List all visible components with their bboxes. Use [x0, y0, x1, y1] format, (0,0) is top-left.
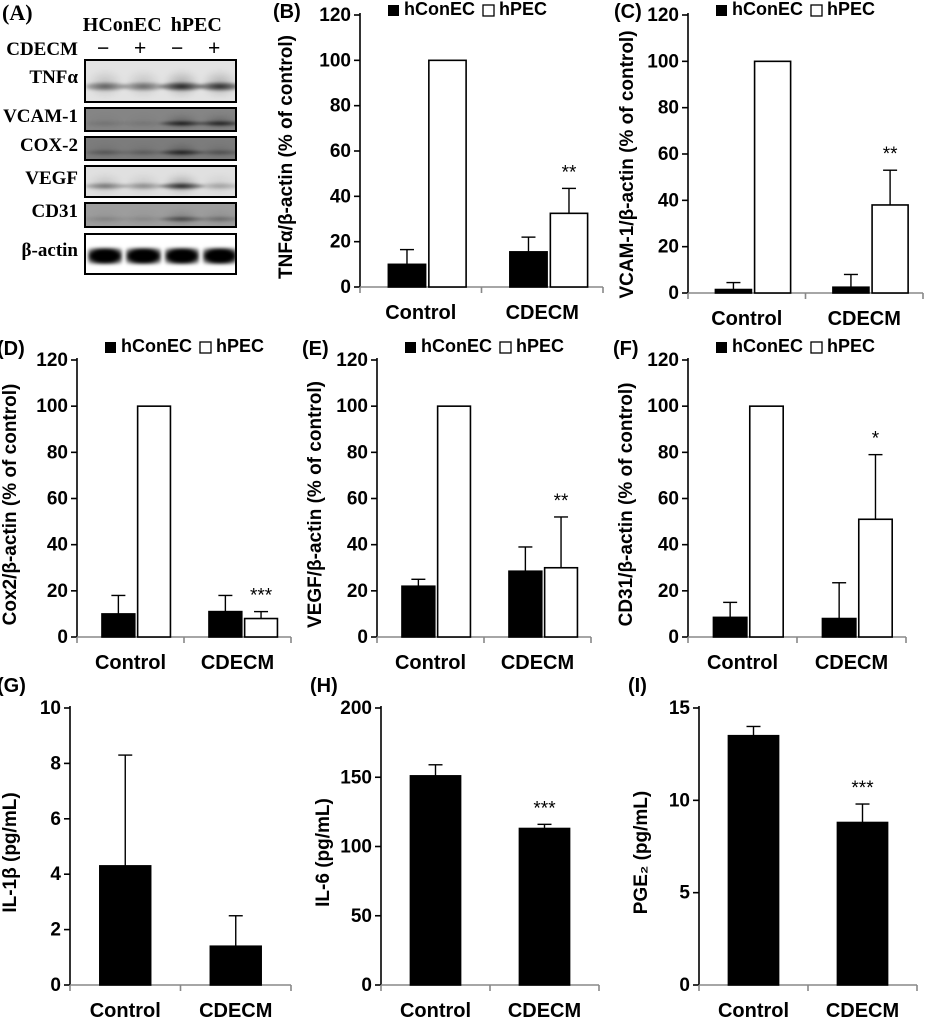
svg-text:120: 120	[319, 5, 351, 26]
svg-text:6: 6	[50, 809, 61, 830]
svg-text:Control: Control	[95, 652, 166, 674]
svg-text:hConEC: hConEC	[421, 336, 492, 356]
svg-text:CDECM: CDECM	[508, 1000, 581, 1022]
svg-text:**: **	[562, 162, 577, 183]
svg-text:120: 120	[647, 5, 679, 26]
svg-text:0: 0	[668, 283, 679, 304]
svg-text:Control: Control	[90, 1000, 161, 1022]
svg-text:200: 200	[340, 698, 372, 719]
svg-text:40: 40	[658, 535, 679, 556]
svg-text:Cox2/β-actin (% of control): Cox2/β-actin (% of control)	[0, 384, 21, 626]
svg-text:10: 10	[40, 698, 61, 719]
svg-text:60: 60	[347, 489, 368, 510]
svg-text:(C): (C)	[614, 1, 642, 23]
svg-text:VCAM-1/β-actin (% of control): VCAM-1/β-actin (% of control)	[617, 30, 638, 298]
svg-text:hConEC: hConEC	[732, 0, 803, 19]
svg-text:CDECM: CDECM	[826, 1000, 899, 1022]
svg-text:120: 120	[36, 350, 68, 371]
svg-text:Control: Control	[711, 308, 782, 330]
svg-text:5: 5	[679, 883, 690, 904]
svg-text:hPEC: hPEC	[216, 336, 264, 356]
svg-text:TNFα/β-actin (% of control): TNFα/β-actin (% of control)	[276, 35, 297, 279]
svg-text:hConEC: hConEC	[732, 336, 803, 356]
svg-text:PGE₂ (pg/mL): PGE₂ (pg/mL)	[631, 791, 652, 915]
svg-text:80: 80	[47, 442, 68, 463]
svg-text:20: 20	[658, 581, 679, 602]
svg-text:60: 60	[47, 489, 68, 510]
svg-text:0: 0	[679, 975, 690, 996]
svg-text:hPEC: hPEC	[499, 0, 547, 19]
svg-text:0: 0	[50, 975, 61, 996]
svg-text:***: ***	[250, 586, 273, 607]
svg-text:20: 20	[47, 581, 68, 602]
svg-text:Control: Control	[395, 652, 466, 674]
svg-text:120: 120	[647, 350, 679, 371]
svg-text:0: 0	[361, 975, 372, 996]
svg-text:Control: Control	[385, 302, 456, 324]
svg-text:100: 100	[340, 837, 372, 858]
svg-text:(B): (B)	[273, 1, 301, 23]
svg-text:40: 40	[330, 186, 351, 207]
svg-text:**: **	[883, 144, 898, 165]
svg-text:80: 80	[658, 98, 679, 119]
svg-text:(D): (D)	[0, 338, 25, 360]
svg-text:hConEC: hConEC	[121, 336, 192, 356]
svg-text:hPEC: hPEC	[516, 336, 564, 356]
svg-text:(E): (E)	[302, 338, 329, 360]
svg-text:*: *	[872, 429, 880, 450]
svg-text:(I): (I)	[628, 675, 647, 697]
svg-text:CDECM: CDECM	[506, 302, 579, 324]
svg-text:2: 2	[50, 920, 61, 941]
svg-text:0: 0	[357, 627, 368, 648]
svg-text:VEGF/β-actin (% of control): VEGF/β-actin (% of control)	[305, 381, 326, 628]
svg-text:100: 100	[336, 396, 368, 417]
svg-text:Control: Control	[718, 1000, 789, 1022]
svg-text:120: 120	[336, 350, 368, 371]
svg-text:Control: Control	[707, 652, 778, 674]
svg-text:10: 10	[669, 790, 690, 811]
svg-text:100: 100	[647, 51, 679, 72]
svg-text:40: 40	[347, 535, 368, 556]
svg-text:hPEC: hPEC	[827, 336, 875, 356]
svg-text:20: 20	[658, 237, 679, 258]
svg-text:40: 40	[658, 190, 679, 211]
svg-text:100: 100	[319, 50, 351, 71]
svg-text:4: 4	[50, 864, 61, 885]
svg-text:8: 8	[50, 753, 61, 774]
svg-text:IL-6 (pg/mL): IL-6 (pg/mL)	[313, 798, 334, 907]
svg-text:100: 100	[36, 396, 68, 417]
svg-text:40: 40	[47, 535, 68, 556]
svg-text:100: 100	[647, 396, 679, 417]
svg-text:15: 15	[669, 698, 691, 719]
svg-text:**: **	[554, 491, 569, 512]
svg-text:80: 80	[347, 442, 368, 463]
svg-text:CD31/β-actin (% of control): CD31/β-actin (% of control)	[616, 383, 637, 627]
svg-text:Control: Control	[400, 1000, 471, 1022]
svg-text:50: 50	[351, 906, 372, 927]
svg-text:80: 80	[330, 96, 351, 117]
svg-text:hPEC: hPEC	[827, 0, 875, 19]
svg-text:(G): (G)	[0, 675, 26, 697]
svg-text:0: 0	[668, 627, 679, 648]
svg-text:(F): (F)	[613, 338, 639, 360]
svg-text:60: 60	[330, 141, 351, 162]
svg-text:20: 20	[347, 581, 368, 602]
svg-text:60: 60	[658, 144, 679, 165]
svg-text:80: 80	[658, 442, 679, 463]
svg-text:CDECM: CDECM	[201, 652, 274, 674]
svg-text:60: 60	[658, 489, 679, 510]
svg-text:CDECM: CDECM	[815, 652, 888, 674]
svg-text:20: 20	[330, 232, 351, 253]
svg-text:CDECM: CDECM	[828, 308, 901, 330]
svg-text:(H): (H)	[310, 675, 338, 697]
svg-text:hConEC: hConEC	[404, 0, 475, 19]
svg-text:IL-1β (pg/mL): IL-1β (pg/mL)	[0, 792, 21, 912]
svg-text:***: ***	[851, 778, 874, 799]
svg-text:CDECM: CDECM	[501, 652, 574, 674]
svg-text:CDECM: CDECM	[199, 1000, 272, 1022]
svg-text:0: 0	[340, 277, 351, 298]
svg-text:150: 150	[340, 767, 372, 788]
svg-text:***: ***	[533, 798, 556, 819]
svg-text:0: 0	[57, 627, 68, 648]
